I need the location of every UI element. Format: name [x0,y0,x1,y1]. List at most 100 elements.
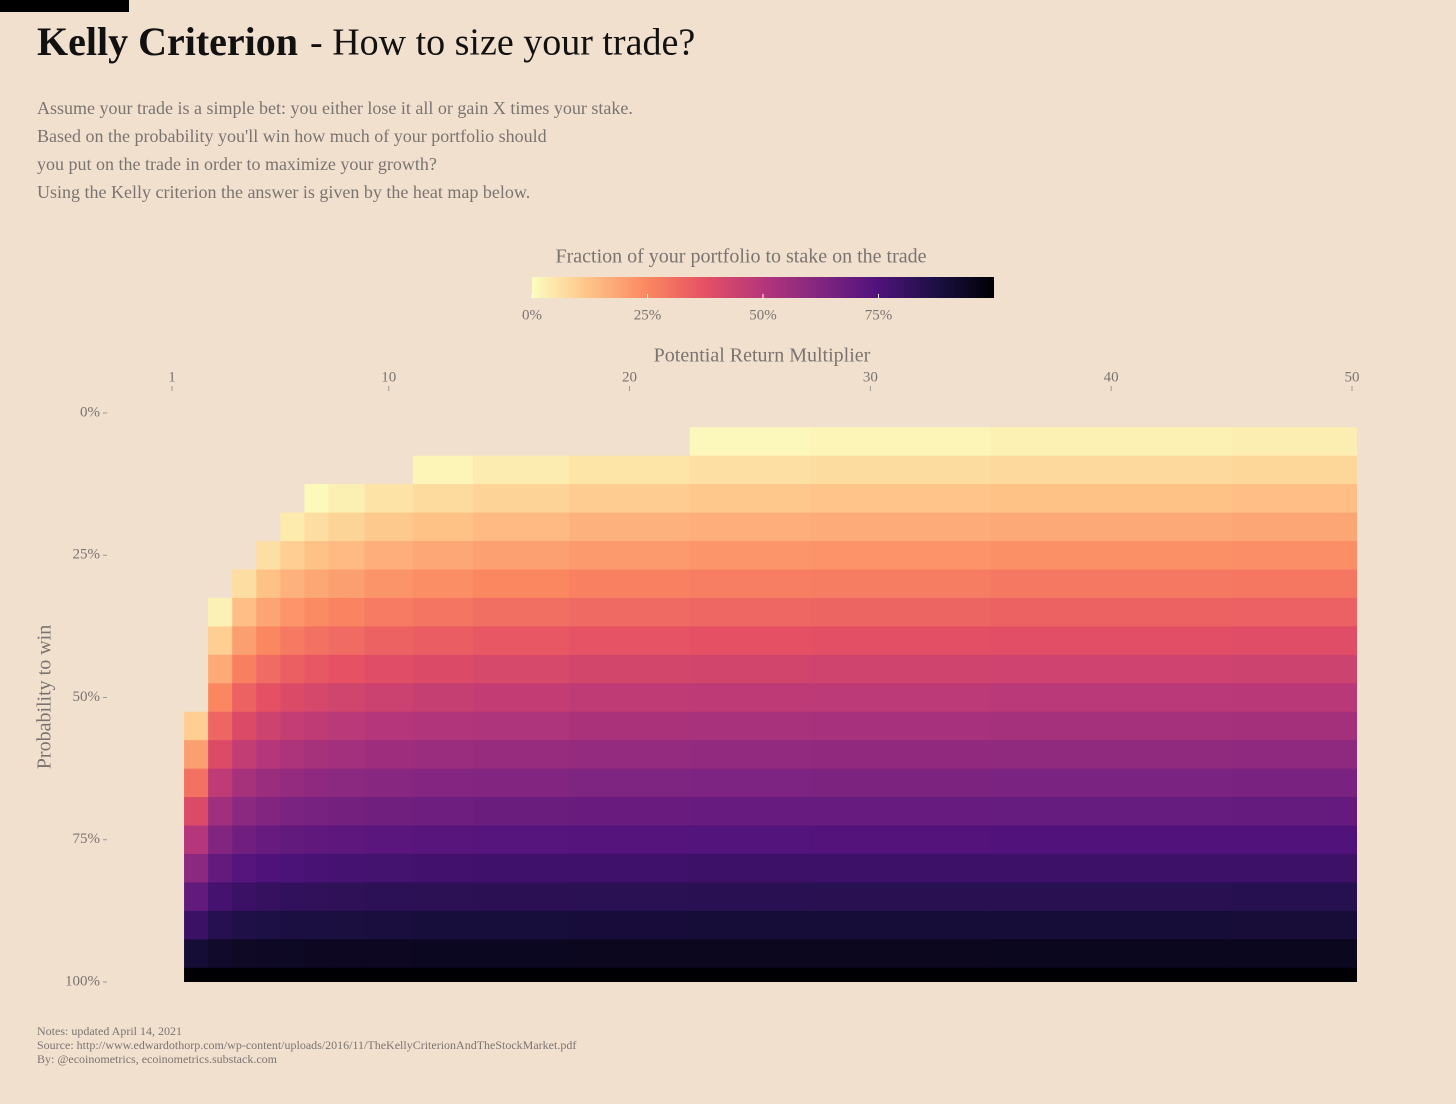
heatmap-cell [1231,967,1357,982]
colorbar-tick-label: 0% [522,307,542,323]
heatmap-cell [810,654,992,684]
heatmap-cell [569,683,691,713]
heatmap-cell [256,597,281,627]
heatmap-cell [184,853,209,884]
note: Source: http://www.edwardothorp.com/wp-c… [37,1038,576,1052]
heatmap-cell [473,711,570,741]
heatmap-cell [232,882,257,912]
heatmap-cell [304,597,330,627]
heatmap-cell [1231,597,1357,627]
heatmap-cell [689,910,811,940]
chart-title-rest: - How to size your trade? [310,22,695,64]
heatmap-cell [208,825,233,855]
heatmap-cell [569,455,691,485]
heatmap-cell [473,939,570,969]
heatmap-cell [569,740,691,770]
heatmap-cell [304,484,330,514]
heatmap-cell [412,455,474,485]
heatmap-cell [1231,512,1357,542]
heatmap-cell [990,427,1233,457]
heatmap-cell [364,541,414,571]
heatmap-cell [689,427,811,457]
heatmap-cell [232,967,257,982]
heatmap-cell [232,797,257,827]
heatmap-cell [810,711,992,741]
heatmap-cell [473,597,570,627]
heatmap-cell [328,654,366,684]
heatmap-cell [280,512,306,542]
heatmap-cell [304,683,330,713]
heatmap-cell [990,597,1233,627]
heatmap-cell [689,512,811,542]
heatmap-cell [569,711,691,741]
heatmap-cell [412,512,474,542]
heatmap-cell [412,768,474,798]
heatmap-cell [304,853,330,884]
heatmap-cell [280,597,306,627]
x-axis-title: Potential Return Multiplier [654,345,871,367]
heatmap-cell [232,711,257,741]
heatmap-cell [304,626,330,656]
colorbar-tick-label: 50% [749,307,777,323]
heatmap-cell [280,939,306,969]
heatmap-cell [328,853,366,884]
heatmap-cell [810,484,992,514]
heatmap-cell [990,882,1233,912]
heatmap-cell [810,882,992,912]
heatmap-cell [810,825,992,855]
heatmap-cell [232,939,257,969]
x-tick-label: 30 [863,369,878,385]
heatmap-cell [1231,939,1357,969]
heatmap-cell [689,711,811,741]
heatmap-cell [1231,484,1357,514]
heatmap-cell [1231,797,1357,827]
heatmap-cell [328,797,366,827]
heatmap-cell [990,512,1233,542]
heatmap-cell [990,939,1233,969]
heatmap-cell [304,939,330,969]
heatmap-cell [473,683,570,713]
x-tick-label: 20 [622,369,637,385]
heatmap-cell [232,654,257,684]
heatmap-cell [473,825,570,855]
heatmap-cell [1231,853,1357,884]
heatmap-cell [689,455,811,485]
y-tick-label: 0% [80,404,100,420]
heatmap-cell [810,797,992,827]
heatmap-cell [232,768,257,798]
colorbar-title: Fraction of your portfolio to stake on t… [555,246,926,268]
heatmap-cell [184,939,209,969]
heatmap-cell [1231,825,1357,855]
heatmap-cell [328,825,366,855]
heatmap-cell [810,597,992,627]
heatmap-cell [810,768,992,798]
heatmap-cell [689,768,811,798]
heatmap-cell [256,797,281,827]
colorbar [532,277,994,298]
heatmap-cell [208,882,233,912]
heatmap-cell [328,882,366,912]
heatmap-cell [208,740,233,770]
heatmap-cell [304,797,330,827]
heatmap-cell [304,512,330,542]
heatmap-cell [184,910,209,940]
heatmap-cell [256,683,281,713]
heatmap-cell [256,569,281,599]
heatmap-cell [232,853,257,884]
heatmap-cell [364,569,414,599]
heatmap-cell [412,740,474,770]
heatmap-cell [689,569,811,599]
heatmap-cell [280,626,306,656]
heatmap-cell [304,825,330,855]
heatmap-cell [473,797,570,827]
heatmap-cell [328,768,366,798]
heatmap-cell [304,967,330,982]
heatmap-cell [473,740,570,770]
heatmap-cell [412,967,474,982]
heatmap-cell [256,541,281,571]
heatmap-cell [569,626,691,656]
heatmap-cell [412,711,474,741]
heatmap-cell [1231,626,1357,656]
heatmap-cell [1231,910,1357,940]
